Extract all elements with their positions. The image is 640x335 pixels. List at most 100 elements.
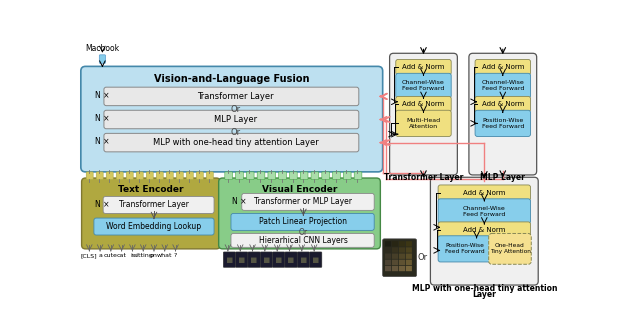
FancyBboxPatch shape (285, 252, 297, 267)
FancyBboxPatch shape (176, 172, 183, 180)
Text: Or: Or (230, 128, 241, 137)
Text: Position-Wise
Feed Forward: Position-Wise Feed Forward (482, 118, 524, 129)
FancyBboxPatch shape (475, 110, 531, 136)
FancyBboxPatch shape (82, 178, 220, 249)
FancyBboxPatch shape (99, 55, 106, 63)
Text: Transformer Layer: Transformer Layer (197, 92, 274, 101)
FancyBboxPatch shape (399, 254, 405, 259)
FancyBboxPatch shape (399, 260, 405, 265)
FancyBboxPatch shape (106, 172, 113, 180)
FancyBboxPatch shape (116, 172, 123, 180)
Text: MLP with one-head tiny attention: MLP with one-head tiny attention (412, 284, 557, 293)
Text: Layer: Layer (472, 290, 496, 299)
FancyBboxPatch shape (469, 53, 537, 175)
FancyBboxPatch shape (399, 247, 405, 253)
FancyBboxPatch shape (268, 172, 276, 180)
Text: ?: ? (174, 253, 177, 258)
Text: N ×: N × (232, 197, 246, 206)
FancyBboxPatch shape (257, 172, 265, 180)
Text: Add & Norm: Add & Norm (463, 190, 506, 196)
Text: ▪: ▪ (262, 255, 270, 265)
FancyBboxPatch shape (392, 260, 398, 265)
Text: ▪: ▪ (275, 255, 282, 265)
FancyBboxPatch shape (156, 172, 163, 180)
Text: Channel-Wise
Feed Forward: Channel-Wise Feed Forward (481, 80, 524, 91)
Text: N ×: N × (95, 114, 110, 123)
FancyBboxPatch shape (246, 172, 254, 180)
FancyBboxPatch shape (392, 247, 398, 253)
Text: a: a (98, 253, 102, 258)
Text: Or: Or (418, 253, 428, 262)
FancyBboxPatch shape (396, 73, 451, 98)
FancyBboxPatch shape (385, 266, 391, 271)
FancyBboxPatch shape (406, 241, 412, 247)
Text: Macbook: Macbook (86, 44, 120, 53)
FancyBboxPatch shape (392, 254, 398, 259)
FancyBboxPatch shape (383, 239, 417, 277)
Text: Add & Norm: Add & Norm (403, 64, 445, 70)
Text: Position-Wise
Feed Forward: Position-Wise Feed Forward (445, 244, 484, 254)
FancyBboxPatch shape (406, 266, 412, 271)
Text: Transformer Layer: Transformer Layer (119, 200, 189, 209)
FancyBboxPatch shape (104, 87, 359, 106)
FancyBboxPatch shape (96, 172, 103, 180)
Text: ▪: ▪ (300, 255, 307, 265)
FancyBboxPatch shape (103, 197, 214, 213)
Text: Add & Norm: Add & Norm (482, 64, 524, 70)
FancyBboxPatch shape (333, 172, 340, 180)
Text: what: what (157, 253, 173, 258)
FancyBboxPatch shape (475, 96, 531, 112)
FancyBboxPatch shape (385, 241, 391, 247)
FancyBboxPatch shape (104, 133, 359, 152)
Text: Channel-Wise
Feed Forward: Channel-Wise Feed Forward (402, 80, 445, 91)
FancyBboxPatch shape (147, 172, 153, 180)
FancyBboxPatch shape (310, 252, 322, 267)
FancyBboxPatch shape (396, 110, 451, 136)
FancyBboxPatch shape (406, 260, 412, 265)
Text: Word Embedding Lookup: Word Embedding Lookup (106, 222, 202, 231)
Text: ▪: ▪ (226, 255, 233, 265)
FancyBboxPatch shape (231, 213, 374, 230)
FancyBboxPatch shape (385, 260, 391, 265)
FancyBboxPatch shape (231, 233, 374, 247)
FancyBboxPatch shape (406, 254, 412, 259)
FancyBboxPatch shape (354, 172, 362, 180)
FancyBboxPatch shape (206, 172, 213, 180)
Text: N ×: N × (95, 137, 110, 146)
FancyBboxPatch shape (390, 53, 458, 175)
Text: MLP Layer: MLP Layer (481, 173, 525, 182)
Text: Transformer or MLP Layer: Transformer or MLP Layer (254, 197, 353, 206)
FancyBboxPatch shape (196, 172, 204, 180)
Text: Multi-Head
Attention: Multi-Head Attention (406, 118, 440, 129)
Text: One-Head
Tiny Attention: One-Head Tiny Attention (490, 244, 531, 254)
FancyBboxPatch shape (396, 96, 451, 112)
Text: Text Encoder: Text Encoder (118, 185, 184, 194)
FancyBboxPatch shape (431, 177, 538, 285)
Text: sitting: sitting (133, 253, 153, 258)
Text: MLP with one-head tiny attention Layer: MLP with one-head tiny attention Layer (153, 138, 319, 147)
FancyBboxPatch shape (297, 252, 310, 267)
FancyBboxPatch shape (186, 172, 193, 180)
FancyBboxPatch shape (399, 266, 405, 271)
FancyBboxPatch shape (242, 193, 374, 210)
Text: ▪: ▪ (250, 255, 258, 265)
FancyBboxPatch shape (126, 172, 133, 180)
FancyBboxPatch shape (311, 172, 319, 180)
FancyBboxPatch shape (475, 59, 531, 75)
Text: Transformer Layer: Transformer Layer (384, 173, 463, 182)
FancyBboxPatch shape (406, 247, 412, 253)
Text: N ×: N × (95, 91, 110, 100)
FancyBboxPatch shape (279, 172, 287, 180)
Text: Or: Or (230, 105, 241, 114)
Text: Patch Linear Projection: Patch Linear Projection (259, 217, 348, 226)
Text: Add & Norm: Add & Norm (463, 226, 506, 232)
FancyBboxPatch shape (475, 73, 531, 98)
Text: N ×: N × (95, 200, 109, 209)
FancyBboxPatch shape (438, 199, 531, 223)
FancyBboxPatch shape (166, 172, 173, 180)
Text: Add & Norm: Add & Norm (482, 101, 524, 107)
FancyBboxPatch shape (260, 252, 273, 267)
FancyBboxPatch shape (489, 233, 531, 264)
Text: is: is (130, 253, 135, 258)
FancyBboxPatch shape (236, 172, 243, 180)
